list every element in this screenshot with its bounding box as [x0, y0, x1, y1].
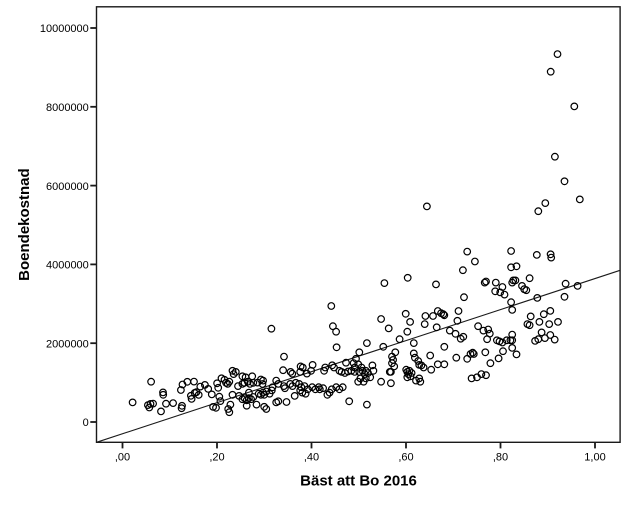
svg-text:8000000: 8000000: [46, 102, 89, 114]
svg-text:Bäst att Bo 2016: Bäst att Bo 2016: [300, 473, 417, 490]
svg-text:1,00: 1,00: [584, 451, 605, 463]
svg-text:10000000: 10000000: [40, 23, 89, 35]
svg-text:,80: ,80: [493, 451, 508, 463]
svg-text:,00: ,00: [115, 451, 130, 463]
svg-text:6000000: 6000000: [46, 181, 89, 193]
svg-text:,40: ,40: [304, 451, 319, 463]
svg-text:4000000: 4000000: [46, 260, 89, 272]
svg-text:Boendekostnad: Boendekostnad: [16, 168, 33, 281]
svg-text:2000000: 2000000: [46, 338, 89, 350]
svg-text:0: 0: [83, 417, 89, 429]
svg-text:,60: ,60: [398, 451, 413, 463]
svg-text:,20: ,20: [209, 451, 224, 463]
